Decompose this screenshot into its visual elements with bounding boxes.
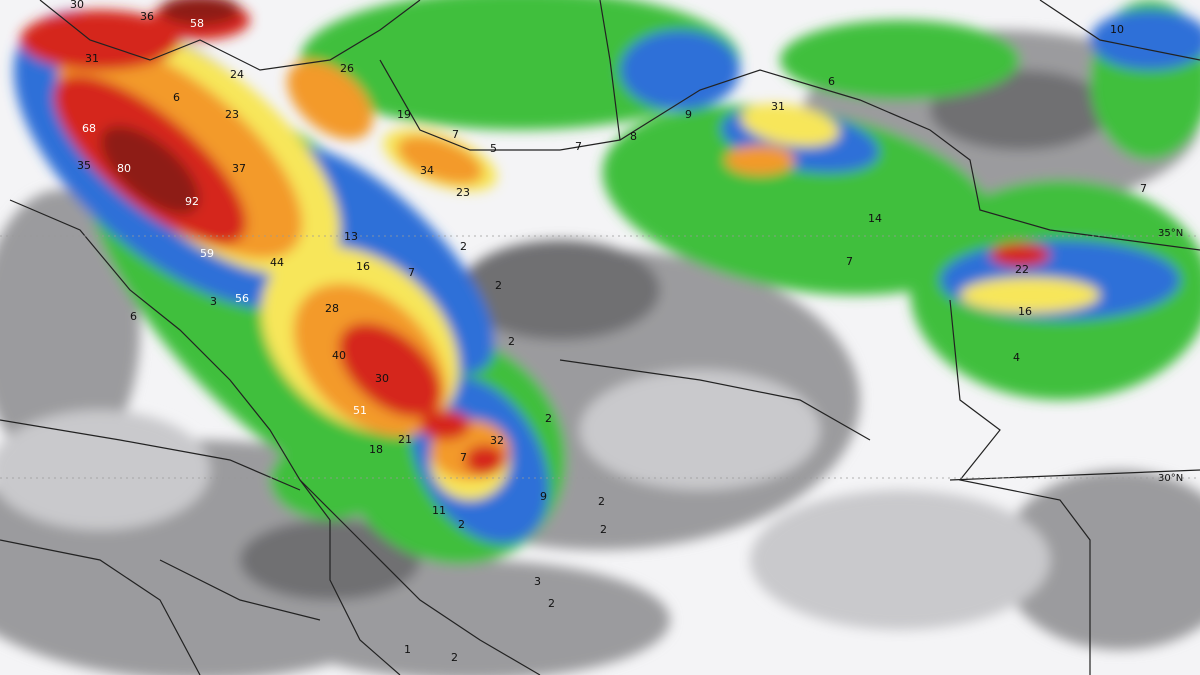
value-label: 9 (685, 108, 692, 121)
value-label: 24 (230, 68, 244, 81)
value-label: 8 (630, 130, 637, 143)
value-label: 7 (460, 451, 467, 464)
value-label: 2 (508, 335, 515, 348)
latitude-label-30n: 30°N (1158, 473, 1183, 484)
value-label: 3 (210, 295, 217, 308)
value-label: 2 (460, 240, 467, 253)
yellow-area (960, 277, 1100, 313)
value-label: 6 (130, 310, 137, 323)
value-label: 58 (190, 17, 204, 30)
gray-area (1000, 470, 1200, 650)
latitude-label-35n: 35°N (1158, 228, 1183, 239)
value-label: 7 (846, 255, 853, 268)
value-label: 23 (456, 186, 470, 199)
value-label: 2 (545, 412, 552, 425)
value-label: 28 (325, 302, 339, 315)
value-label: 2 (598, 495, 605, 508)
orange-area (287, 60, 373, 140)
value-label: 30 (70, 0, 84, 11)
value-label: 5 (490, 142, 497, 155)
value-label: 7 (408, 266, 415, 279)
green-area (780, 20, 1020, 100)
value-label: 92 (185, 195, 199, 208)
value-label: 23 (225, 108, 239, 121)
blue-area (620, 30, 740, 110)
value-label: 2 (495, 279, 502, 292)
light-gray-area (750, 490, 1050, 630)
value-label: 11 (432, 504, 446, 517)
value-label: 31 (771, 100, 785, 113)
value-label: 1 (404, 643, 411, 656)
value-label: 9 (540, 490, 547, 503)
green-area (602, 104, 998, 296)
value-label: 14 (868, 212, 882, 225)
value-label: 2 (451, 651, 458, 664)
red-area (338, 323, 442, 417)
value-label: 34 (420, 164, 434, 177)
value-label: 13 (344, 230, 358, 243)
red-area (465, 445, 505, 475)
value-label: 2 (458, 518, 465, 531)
value-label: 36 (140, 10, 154, 23)
value-label: 35 (77, 159, 91, 172)
value-label: 7 (452, 128, 459, 141)
value-label: 6 (828, 75, 835, 88)
value-label: 6 (173, 91, 180, 104)
value-label: 40 (332, 349, 346, 362)
value-label: 37 (232, 162, 246, 175)
value-label: 2 (600, 523, 607, 536)
value-label: 32 (490, 434, 504, 447)
value-label: 51 (353, 404, 367, 417)
value-label: 7 (575, 140, 582, 153)
value-label: 4 (1013, 351, 1020, 364)
value-label: 44 (270, 256, 284, 269)
value-label: 2 (548, 597, 555, 610)
red-area (420, 410, 470, 440)
value-label: 22 (1015, 263, 1029, 276)
value-label: 21 (398, 433, 412, 446)
light-gray-area (580, 370, 820, 490)
red-area (990, 243, 1050, 267)
value-label: 16 (356, 260, 370, 273)
dark-red-area (160, 0, 240, 25)
value-label: 16 (1018, 305, 1032, 318)
value-label: 3 (534, 575, 541, 588)
value-label: 18 (369, 443, 383, 456)
value-label: 80 (117, 162, 131, 175)
value-label: 59 (200, 247, 214, 260)
orange-area (397, 135, 483, 185)
value-label: 26 (340, 62, 354, 75)
green-area (270, 440, 390, 520)
value-label: 31 (85, 52, 99, 65)
value-label: 19 (397, 108, 411, 121)
yellow-area (740, 103, 840, 147)
value-label: 68 (82, 122, 96, 135)
value-label: 56 (235, 292, 249, 305)
green-area (300, 0, 740, 130)
value-label: 30 (375, 372, 389, 385)
red-area (20, 10, 180, 70)
value-label: 7 (1140, 182, 1147, 195)
value-label: 10 (1110, 23, 1124, 36)
orange-area (725, 145, 795, 175)
light-gray-area (0, 410, 210, 530)
dark-gray-area (460, 240, 660, 340)
dark-red-area (100, 125, 200, 215)
